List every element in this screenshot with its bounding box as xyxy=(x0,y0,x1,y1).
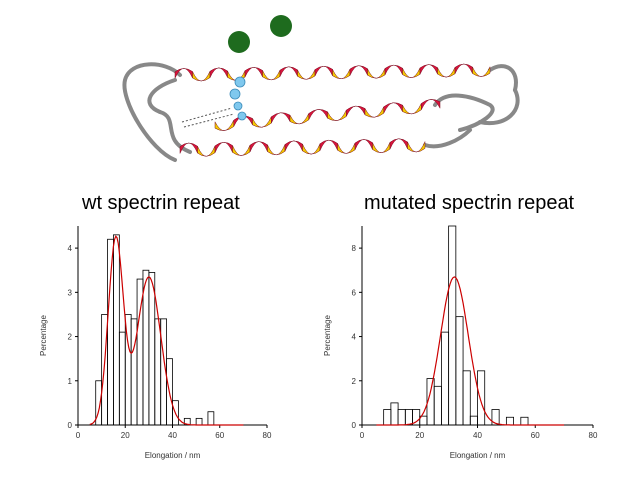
y-axis-label: Percentage xyxy=(323,314,332,355)
y-tick-label: 0 xyxy=(352,421,357,430)
histogram-bar xyxy=(383,409,392,426)
histogram-bar xyxy=(172,400,179,426)
y-tick-label: 1 xyxy=(68,377,73,386)
histogram-bar xyxy=(166,358,173,426)
y-tick-label: 2 xyxy=(352,377,357,386)
gaussian-fit-line xyxy=(89,235,244,426)
spectrin-helix-bundle-ribbon-icon xyxy=(122,15,520,162)
x-tick-label: 80 xyxy=(263,431,272,440)
x-axis-label: Elongation / nm xyxy=(450,451,506,460)
y-axis-label: Percentage xyxy=(39,314,48,355)
x-tick-label: 40 xyxy=(473,431,482,440)
y-tick-label: 2 xyxy=(68,333,73,342)
histogram-bar xyxy=(397,409,406,426)
x-tick-label: 60 xyxy=(215,431,224,440)
histogram-bar xyxy=(113,234,120,426)
chart-title-wt: wt spectrin repeat xyxy=(82,192,240,214)
y-tick-label: 4 xyxy=(352,333,357,342)
histogram-bar xyxy=(469,415,478,426)
x-tick-label: 20 xyxy=(415,431,424,440)
histogram-bar xyxy=(462,370,471,426)
y-tick-label: 8 xyxy=(352,244,357,253)
x-tick-label: 0 xyxy=(76,431,81,440)
histogram-bar xyxy=(448,225,457,426)
y-tick-label: 3 xyxy=(68,288,73,297)
x-tick-label: 20 xyxy=(121,431,130,440)
histogram-bar xyxy=(455,316,464,426)
x-tick-label: 0 xyxy=(360,431,365,440)
histogram-bar xyxy=(433,385,442,426)
histogram-bar xyxy=(491,409,500,426)
y-tick-label: 0 xyxy=(68,421,73,430)
histogram-bar xyxy=(404,409,413,426)
gaussian-fit-line xyxy=(376,276,565,426)
x-tick-label: 80 xyxy=(589,431,598,440)
x-axis-label: Elongation / nm xyxy=(145,451,201,460)
y-tick-label: 4 xyxy=(68,244,73,253)
x-tick-label: 60 xyxy=(531,431,540,440)
histogram-bar xyxy=(505,416,514,426)
chart-title-mutated: mutated spectrin repeat xyxy=(364,192,575,214)
y-tick-label: 6 xyxy=(352,288,357,297)
histogram-bar xyxy=(183,417,191,426)
histogram-bar xyxy=(477,370,486,426)
histogram-bar xyxy=(441,331,450,426)
histogram-bar xyxy=(390,402,399,426)
x-tick-label: 40 xyxy=(168,431,177,440)
histogram-bar xyxy=(520,416,529,426)
